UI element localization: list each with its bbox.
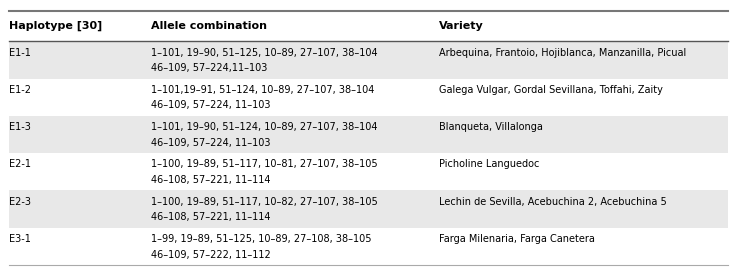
Text: 1–101, 19–90, 51–124, 10–89, 27–107, 38–104: 1–101, 19–90, 51–124, 10–89, 27–107, 38–… — [151, 122, 377, 132]
Bar — [9, 190, 728, 228]
Text: E2-1: E2-1 — [9, 159, 31, 169]
Text: E3-1: E3-1 — [9, 234, 31, 244]
Bar — [9, 41, 728, 79]
Text: 1–100, 19–89, 51–117, 10–81, 27–107, 38–105: 1–100, 19–89, 51–117, 10–81, 27–107, 38–… — [151, 159, 377, 169]
Text: Galega Vulgar, Gordal Sevillana, Toffahi, Zaity: Galega Vulgar, Gordal Sevillana, Toffahi… — [439, 85, 663, 95]
Text: Haplotype [30]: Haplotype [30] — [9, 21, 102, 31]
Text: 46–109, 57–222, 11–112: 46–109, 57–222, 11–112 — [151, 250, 270, 259]
Text: E2-3: E2-3 — [9, 197, 31, 207]
Text: Picholine Languedoc: Picholine Languedoc — [439, 159, 539, 169]
Text: Variety: Variety — [439, 21, 483, 31]
Bar — [9, 116, 728, 153]
Text: Allele combination: Allele combination — [151, 21, 267, 31]
Text: 1–100, 19–89, 51–117, 10–82, 27–107, 38–105: 1–100, 19–89, 51–117, 10–82, 27–107, 38–… — [151, 197, 378, 207]
Text: Farga Milenaria, Farga Canetera: Farga Milenaria, Farga Canetera — [439, 234, 594, 244]
Text: Blanqueta, Villalonga: Blanqueta, Villalonga — [439, 122, 542, 132]
Text: E1-3: E1-3 — [9, 122, 31, 132]
Text: 46–108, 57–221, 11–114: 46–108, 57–221, 11–114 — [151, 175, 270, 185]
Text: Lechin de Sevilla, Acebuchina 2, Acebuchina 5: Lechin de Sevilla, Acebuchina 2, Acebuch… — [439, 197, 666, 207]
Text: Arbequina, Frantoio, Hojiblanca, Manzanilla, Picual: Arbequina, Frantoio, Hojiblanca, Manzani… — [439, 47, 685, 58]
Text: 1–101, 19–90, 51–125, 10–89, 27–107, 38–104: 1–101, 19–90, 51–125, 10–89, 27–107, 38–… — [151, 47, 377, 58]
Text: 46–109, 57–224, 11–103: 46–109, 57–224, 11–103 — [151, 138, 270, 148]
Text: 1–99, 19–89, 51–125, 10–89, 27–108, 38–105: 1–99, 19–89, 51–125, 10–89, 27–108, 38–1… — [151, 234, 371, 244]
Text: E1-2: E1-2 — [9, 85, 31, 95]
Text: E1-1: E1-1 — [9, 47, 31, 58]
Text: 46–109, 57–224,11–103: 46–109, 57–224,11–103 — [151, 63, 268, 73]
Text: 1–101,19–91, 51–124, 10–89, 27–107, 38–104: 1–101,19–91, 51–124, 10–89, 27–107, 38–1… — [151, 85, 374, 95]
Text: 46–108, 57–221, 11–114: 46–108, 57–221, 11–114 — [151, 212, 270, 222]
Text: 46–109, 57–224, 11–103: 46–109, 57–224, 11–103 — [151, 100, 270, 110]
